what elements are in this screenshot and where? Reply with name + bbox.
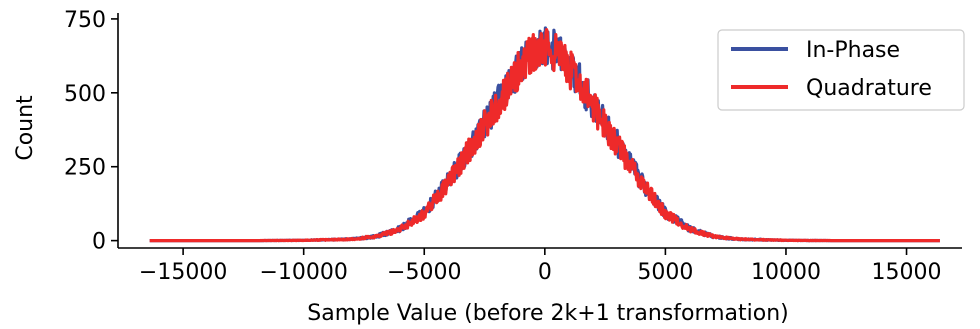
x-tick-label: 10000 (751, 260, 821, 285)
series-line-quadrature (148, 28, 941, 243)
y-tick-label: 750 (64, 8, 106, 33)
x-tick-label: −5000 (387, 260, 461, 285)
y-tick-label: 250 (64, 156, 106, 181)
x-tick-label: −10000 (259, 260, 347, 285)
legend-label-in-phase: In-Phase (806, 38, 900, 63)
legend-label-quadrature: Quadrature (806, 76, 932, 101)
legend: In-Phase Quadrature (717, 29, 965, 111)
x-axis-ticks: −15000 −10000 −5000 0 5000 10000 15000 (139, 248, 942, 285)
y-axis-label: Count (13, 95, 38, 161)
y-axis-ticks: 0 250 500 750 (64, 8, 118, 255)
x-tick-label: 0 (538, 260, 552, 285)
x-tick-label: 15000 (872, 260, 942, 285)
series-layer (148, 26, 941, 243)
y-tick-label: 0 (92, 230, 106, 255)
x-axis-label: Sample Value (before 2k+1 transformation… (307, 301, 789, 326)
y-tick-label: 500 (64, 82, 106, 107)
x-tick-label: 5000 (637, 260, 693, 285)
x-tick-label: −15000 (139, 260, 227, 285)
